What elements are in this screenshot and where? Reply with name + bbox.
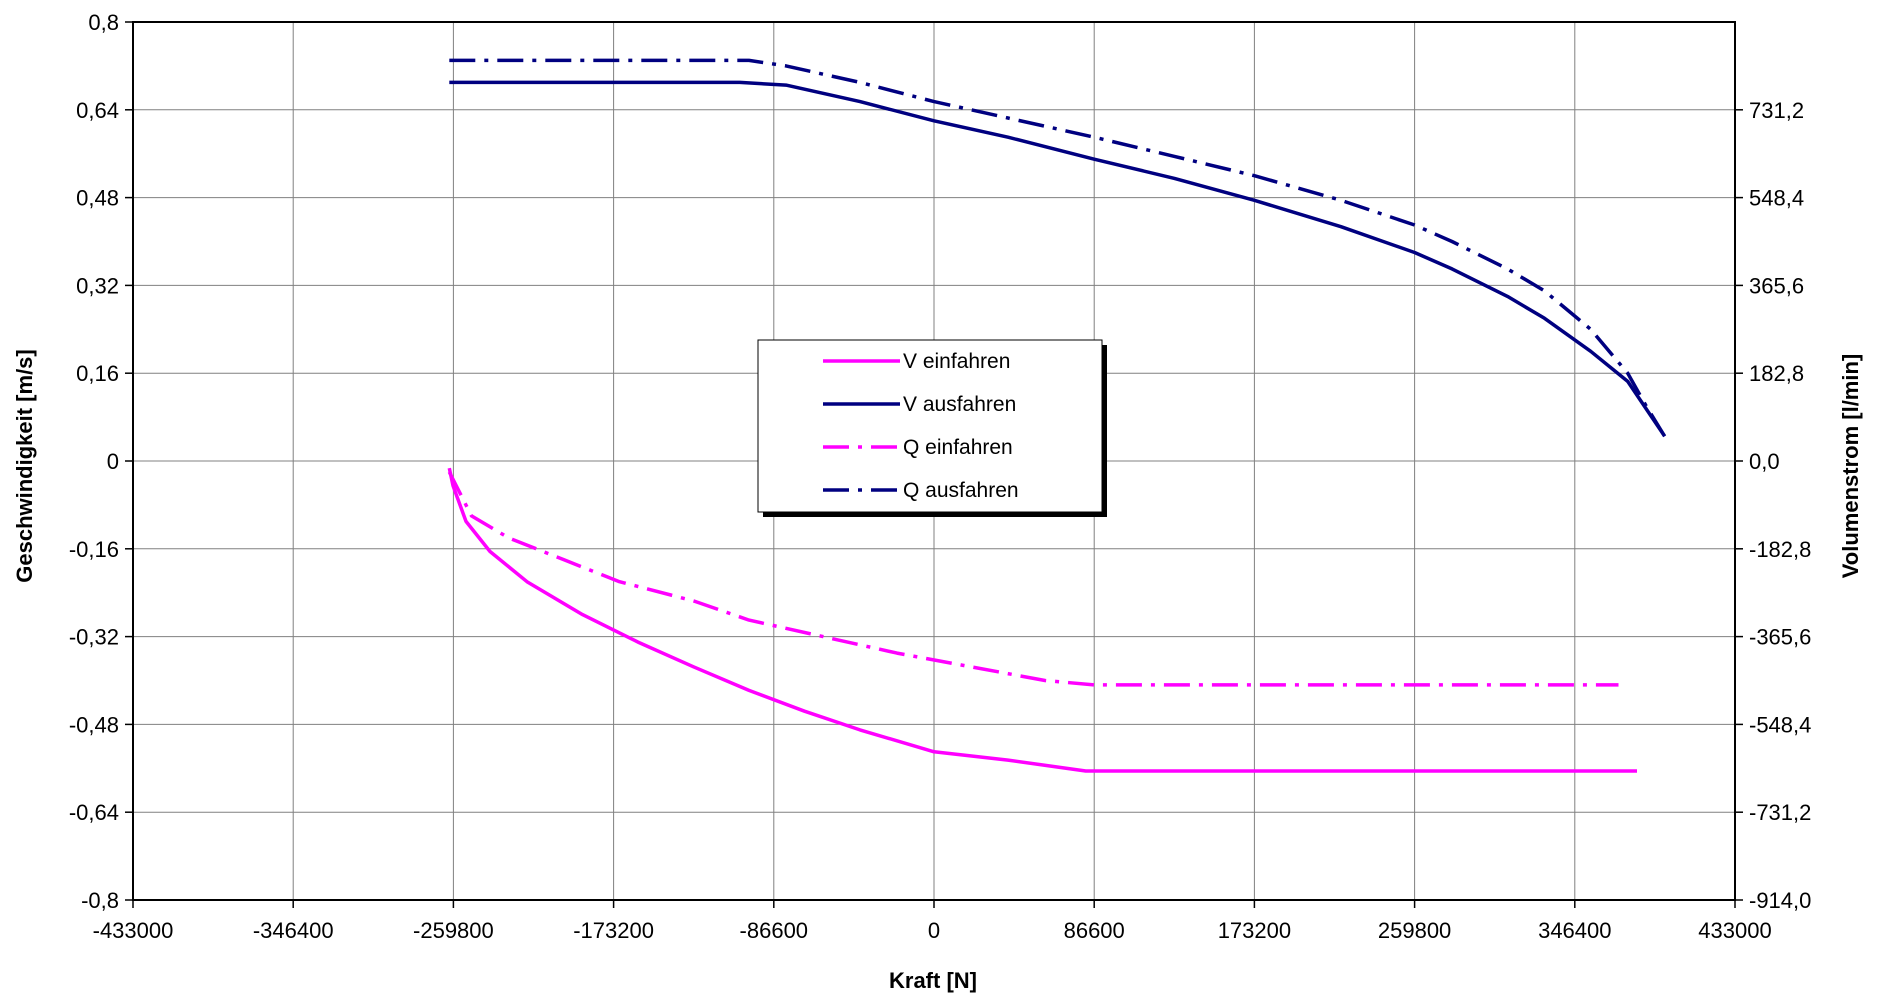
y2-tick-label: 548,4: [1749, 186, 1804, 211]
y2-tick-label: 731,2: [1749, 98, 1804, 123]
legend-box: [757, 339, 1103, 513]
y-tick-label: 0,32: [76, 273, 119, 298]
x-tick-label: 433000: [1698, 918, 1771, 943]
y2-axis-title: Volumenstrom [l/min]: [1838, 354, 1863, 579]
y-tick-label: -0,32: [69, 625, 119, 650]
x-tick-label: -346400: [253, 918, 334, 943]
y2-tick-label: -914,0: [1749, 888, 1811, 913]
x-tick-label: 173200: [1218, 918, 1291, 943]
y-tick-label: 0,48: [76, 186, 119, 211]
y2-tick-label: 182,8: [1749, 361, 1804, 386]
x-tick-label: 259800: [1378, 918, 1451, 943]
legend-label: Q einfahren: [903, 436, 1013, 459]
series-line-v-ausfahren: [449, 80, 1667, 438]
y-tick-label: 0: [107, 449, 119, 474]
series-line-q-ausfahren: [449, 58, 1667, 438]
y-tick-label: -0,16: [69, 537, 119, 562]
y-tick-label: -0,48: [69, 712, 119, 737]
x-tick-label: -259800: [413, 918, 494, 943]
x-tick-label: -173200: [573, 918, 654, 943]
x-tick-label: -433000: [93, 918, 174, 943]
y2-tick-label: 0,0: [1749, 449, 1780, 474]
x-tick-label: 0: [928, 918, 940, 943]
series-line-q-einfahren: [447, 471, 1619, 687]
y-tick-label: -0,8: [81, 888, 119, 913]
x-tick-label: -86600: [740, 918, 809, 943]
x-tick-label: 346400: [1538, 918, 1611, 943]
legend-items: V einfahren V ausfahren Q einfahren Q ausfa…: [823, 350, 1019, 502]
legend-label: V einfahren: [903, 350, 1010, 373]
y-axis-title: Geschwindigkeit [m/s]: [12, 349, 37, 583]
series-line-v-einfahren: [447, 467, 1637, 773]
legend-label: Q ausfahren: [903, 479, 1019, 502]
y2-tick-label: 365,6: [1749, 273, 1804, 298]
y2-tick-label: -182,8: [1749, 537, 1811, 562]
y2-tick-label: -731,2: [1749, 800, 1811, 825]
y-tick-label: -0,64: [69, 800, 119, 825]
x-tick-label: 86600: [1064, 918, 1125, 943]
legend: V einfahren V ausfahren Q einfahren Q ausfa…: [757, 339, 1107, 517]
y-tick-label: 0,16: [76, 361, 119, 386]
y2-tick-label: -365,6: [1749, 625, 1811, 650]
y-tick-label: 0,64: [76, 98, 119, 123]
axis-ticks: -433000 -346400 -259800 -173200 -86600 0 86600…: [69, 10, 1812, 943]
series-group: [447, 58, 1667, 773]
y-tick-label: 0,8: [88, 10, 119, 35]
legend-label: V ausfahren: [903, 393, 1016, 416]
y2-tick-label: -548,4: [1749, 712, 1811, 737]
x-axis-title: Kraft [N]: [889, 968, 977, 993]
